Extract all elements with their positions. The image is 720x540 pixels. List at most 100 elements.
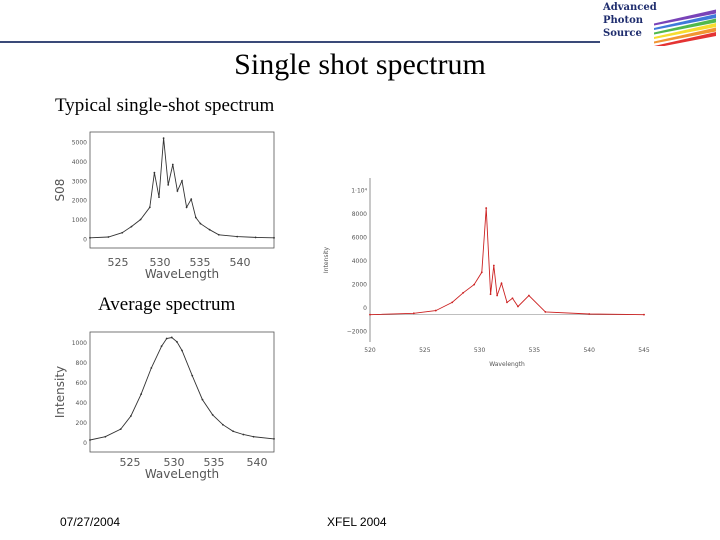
data-point — [107, 236, 110, 238]
data-point — [528, 294, 530, 297]
data-point — [158, 196, 160, 199]
data-point — [236, 235, 239, 238]
data-point — [511, 297, 514, 300]
average-red-chart: 1·10⁴ 8000 6000 4000 2000 0 −2000 520 525 530 535 5… — [323, 178, 650, 368]
data-point — [153, 171, 156, 174]
x-axis-label: WaveLength — [145, 267, 219, 281]
data-point — [221, 423, 224, 426]
logo-text: Advanced Photon Source — [603, 2, 657, 39]
data-point — [201, 398, 204, 401]
y-tick-label: 4000 — [352, 258, 367, 265]
y-axis-label: Intensity — [53, 366, 67, 418]
x-tick-label: 530 — [474, 347, 486, 354]
data-point — [199, 222, 202, 225]
single-shot-chart: 5000 4000 3000 2000 1000 0 525 530 535 540 WaveLen… — [53, 131, 275, 281]
y-tick-label: 2000 — [352, 281, 367, 288]
page-title: Single shot spectrum — [234, 48, 486, 81]
x-tick-label: 530 — [150, 256, 171, 269]
logo-band-2 — [654, 23, 716, 39]
x-tick-label: 540 — [230, 256, 251, 269]
data-point — [139, 218, 142, 221]
data-point — [517, 305, 519, 308]
x-axis-label: Wavelength — [489, 361, 525, 368]
logo-band-4 — [654, 14, 716, 30]
data-point — [217, 233, 220, 236]
y-tick-label: 0 — [83, 440, 87, 447]
y-tick-label: 0 — [363, 305, 367, 312]
aps-logo: Advanced Photon Source — [596, 0, 720, 48]
single-shot-caption: Typical single-shot spectrum — [55, 95, 275, 116]
data-point — [489, 293, 492, 296]
logo-band-5 — [654, 9, 716, 26]
data-point — [89, 236, 91, 239]
data-point — [167, 184, 170, 186]
logo-band-3 — [654, 18, 716, 35]
y-tick-label: 2000 — [72, 198, 87, 205]
y-tick-label: 800 — [76, 360, 88, 367]
y-tick-label: 4000 — [72, 159, 87, 166]
data-point — [191, 374, 194, 377]
data-point — [185, 206, 188, 209]
data-point — [165, 337, 168, 340]
data-point — [492, 264, 495, 267]
data-point — [273, 438, 275, 440]
data-point — [588, 313, 591, 315]
data-point — [485, 207, 488, 209]
plot-frame — [89, 131, 275, 249]
average-spectrum-chart: 1000 800 600 400 200 0 525 530 535 540 WaveLength I… — [53, 331, 275, 481]
data-point — [140, 393, 143, 396]
y-axis-label: Intensity — [323, 246, 330, 273]
data-point — [273, 236, 275, 239]
data-point — [104, 435, 107, 438]
data-point — [232, 430, 235, 433]
data-point — [506, 301, 508, 304]
y-tick-label: 1000 — [72, 340, 87, 347]
x-tick-label: 530 — [164, 456, 185, 469]
logo-band-1 — [654, 27, 716, 44]
data-point — [171, 163, 174, 166]
y-tick-label: 1·10⁴ — [351, 188, 367, 195]
data-point — [369, 313, 371, 316]
data-point — [412, 312, 415, 315]
data-point — [434, 309, 437, 312]
data-point — [643, 313, 645, 316]
data-point — [480, 271, 483, 274]
x-tick-label: 540 — [583, 347, 595, 354]
data-point — [242, 433, 245, 436]
data-point — [451, 301, 454, 304]
x-tick-label: 525 — [108, 256, 129, 269]
y-tick-label: 5000 — [72, 140, 87, 147]
x-tick-label: 535 — [190, 256, 211, 269]
x-tick-label: 535 — [529, 347, 541, 354]
footer-date: 07/27/2004 — [60, 515, 121, 529]
y-tick-label: 200 — [76, 420, 88, 427]
data-series-line — [89, 337, 275, 441]
data-point — [181, 179, 183, 182]
data-point — [175, 340, 178, 343]
x-tick-label: 535 — [204, 456, 225, 469]
data-point — [254, 236, 257, 239]
rainbow-bands — [654, 9, 716, 46]
data-point — [473, 283, 476, 286]
x-axis-label: WaveLength — [145, 467, 219, 481]
header-rule — [0, 41, 600, 43]
x-tick-label: 525 — [419, 347, 431, 354]
data-point — [211, 414, 214, 416]
data-point — [544, 311, 547, 313]
data-point — [162, 137, 165, 140]
rainbow-logo-icon — [654, 9, 716, 46]
data-point — [129, 415, 132, 417]
data-point — [150, 367, 153, 369]
data-series-line — [89, 138, 275, 239]
data-point — [496, 294, 499, 297]
y-tick-label: −2000 — [347, 328, 367, 335]
y-axis-label: S08 — [53, 179, 67, 202]
footer-conference: XFEL 2004 — [327, 515, 387, 529]
logo-band-0 — [654, 32, 716, 46]
data-point — [190, 198, 193, 201]
data-point — [194, 216, 197, 219]
y-tick-label: 0 — [83, 236, 87, 243]
data-point — [148, 206, 151, 209]
x-tick-label: 525 — [120, 456, 141, 469]
average-caption: Average spectrum — [98, 294, 236, 315]
